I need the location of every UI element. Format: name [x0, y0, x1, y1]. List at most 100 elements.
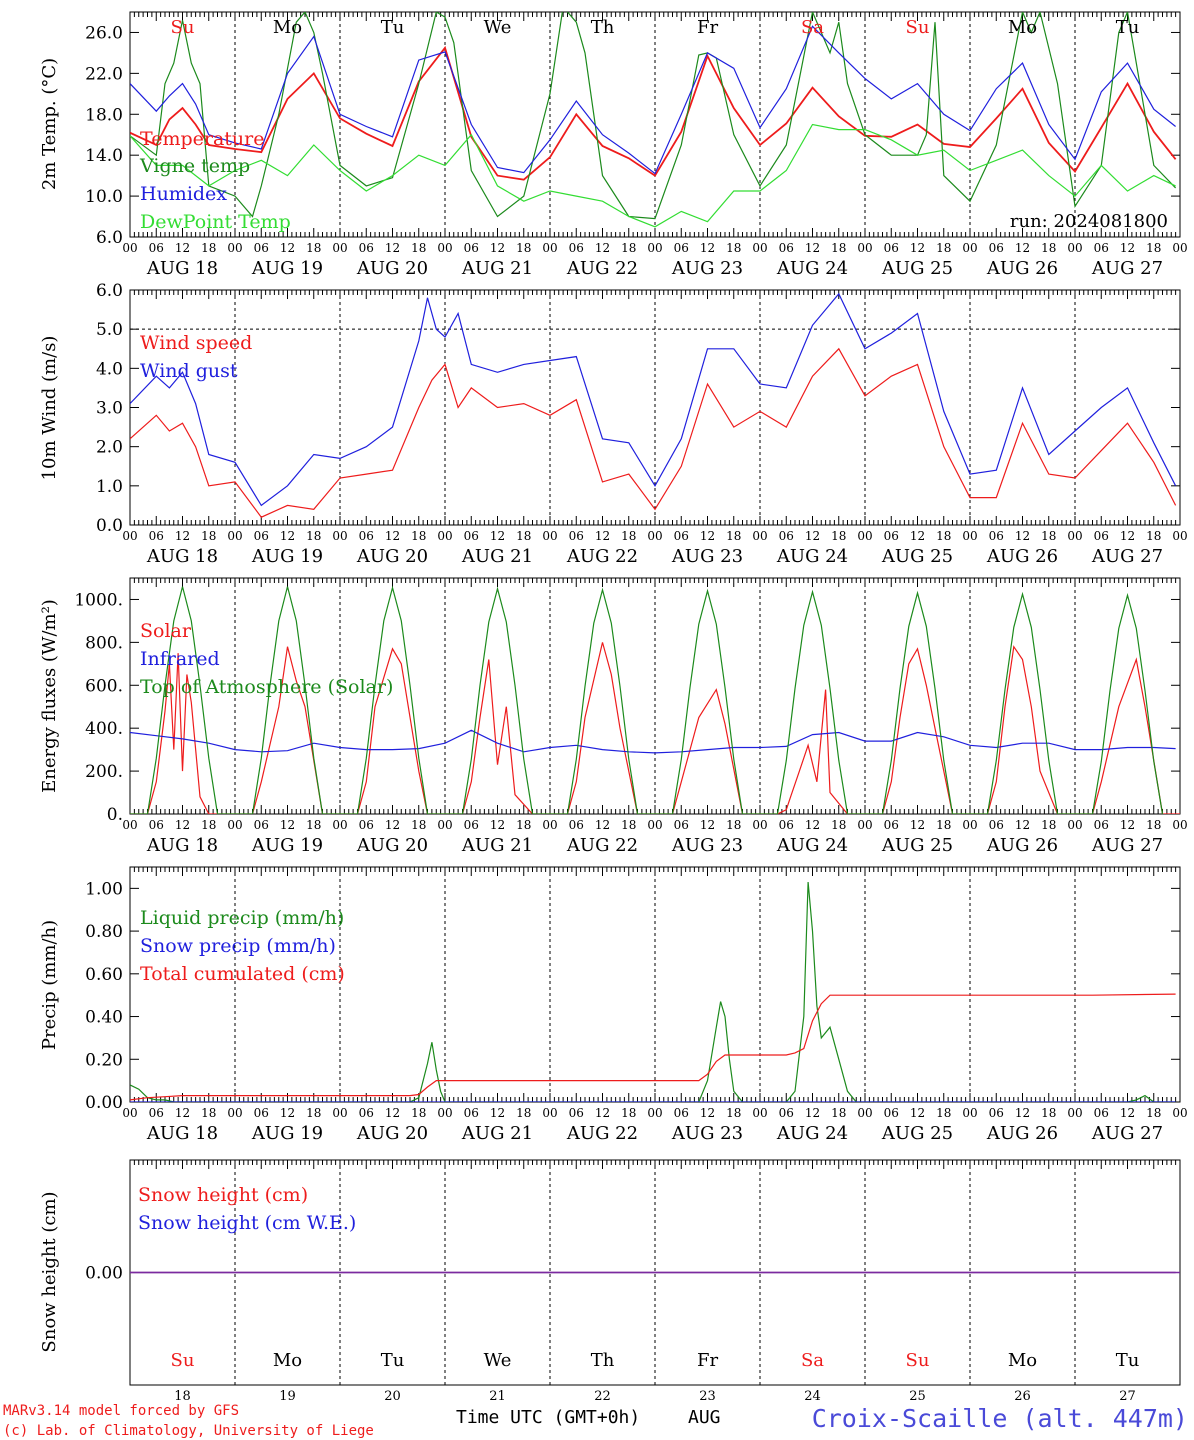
x-hour-label: 18 [201, 241, 216, 255]
x-hour-label: 00 [752, 529, 767, 543]
legend-entry: Wind speed [140, 332, 252, 354]
x-hour-label: 00 [647, 241, 662, 255]
x-hour-label: 00 [647, 1106, 662, 1120]
x-hour-label: 18 [936, 818, 951, 832]
x-day-label: AUG 23 [671, 258, 743, 279]
x-hour-label: 12 [700, 1106, 715, 1120]
x-hour-label: 12 [805, 818, 820, 832]
x-hour-label: 00 [122, 529, 137, 543]
weekday-label: Mo [273, 17, 302, 38]
x-hour-label: 12 [280, 529, 295, 543]
x-hour-label: 18 [201, 529, 216, 543]
meteogram-panels: 6.0 10.0 14.0 18.0 22.0 26.0 2m Temp. (°C) 00 06… [39, 11, 1188, 1404]
x-hour-label: 00 [1067, 529, 1082, 543]
y-axis-label: Precip (mm/h) [39, 920, 60, 1050]
x-hour-label: 12 [595, 818, 610, 832]
x-hour-label: 00 [542, 818, 557, 832]
x-hour-label: 00 [1067, 818, 1082, 832]
wind-panel: 0.0 1.0 2.0 3.0 4.0 5.0 6.0 10m Wind (m/s) 00 06 1… [39, 281, 1188, 567]
weekday-label: Su [906, 17, 930, 38]
x-day-label: AUG 23 [671, 835, 743, 856]
x-hour-label: 06 [1094, 241, 1109, 255]
x-hour-label: 06 [989, 1106, 1004, 1120]
x-hour-label: 00 [962, 241, 977, 255]
y-tick-label: 600. [85, 676, 123, 696]
x-hour-label: 12 [700, 529, 715, 543]
x-day-number: 26 [1014, 1389, 1031, 1404]
x-hour-label: 06 [254, 818, 269, 832]
x-day-label: AUG 20 [356, 546, 428, 567]
x-hour-label: 12 [280, 241, 295, 255]
x-day-label: AUG 24 [776, 546, 848, 567]
weekday-label: Sa [801, 17, 824, 38]
x-hour-label: 18 [621, 529, 636, 543]
x-hour-label: 00 [227, 1106, 242, 1120]
legend-entry: Top of Atmosphere (Solar) [140, 676, 393, 698]
x-hour-label: 06 [884, 529, 899, 543]
x-hour-label: 06 [674, 818, 689, 832]
x-day-number: 19 [279, 1389, 296, 1404]
x-hour-label: 12 [595, 1106, 610, 1120]
y-tick-label: 0.80 [85, 922, 123, 942]
x-hour-label: 18 [726, 1106, 741, 1120]
x-day-label: AUG 24 [776, 835, 848, 856]
x-hour-label: 12 [385, 1106, 400, 1120]
series-line-top-of-atmosphere-solar- [130, 585, 1164, 814]
x-hour-label: 12 [490, 241, 505, 255]
series-line-liquid-precip-mm-h- [130, 881, 1176, 1102]
x-day-label: AUG 27 [1091, 1123, 1163, 1144]
x-hour-label: 06 [569, 1106, 584, 1120]
x-hour-label: 00 [1067, 1106, 1082, 1120]
x-hour-label: 12 [1015, 818, 1030, 832]
x-hour-label: 00 [332, 241, 347, 255]
x-day-number: 27 [1119, 1389, 1136, 1404]
x-hour-label: 06 [569, 529, 584, 543]
x-day-number: 25 [909, 1389, 926, 1404]
x-hour-label: 00 [227, 818, 242, 832]
x-hour-label: 00 [122, 818, 137, 832]
weekday-label: Su [171, 1350, 195, 1371]
station-title: Croix-Scaille (alt. 447m) [812, 1404, 1188, 1433]
x-day-label: AUG 21 [461, 258, 533, 279]
x-hour-label: 12 [385, 241, 400, 255]
y-axis-label: Energy fluxes (W/m²) [39, 599, 60, 793]
x-hour-label: 12 [175, 529, 190, 543]
x-hour-label: 06 [149, 1106, 164, 1120]
x-day-number: 24 [804, 1389, 821, 1404]
x-hour-label: 18 [306, 241, 321, 255]
y-axis-label: 2m Temp. (°C) [39, 58, 60, 190]
x-hour-label: 00 [332, 529, 347, 543]
y-tick-label: 6.0 [96, 281, 123, 301]
x-hour-label: 06 [989, 818, 1004, 832]
y-tick-label: 14.0 [85, 146, 123, 166]
y-tick-label: 26.0 [85, 23, 123, 43]
series-line-vigne-temp [130, 12, 1177, 220]
x-hour-label: 18 [516, 241, 531, 255]
university-credit-line: (c) Lab. of Climatology, University of L… [3, 1423, 374, 1439]
y-tick-label: 10.0 [85, 187, 123, 207]
x-hour-label: 12 [280, 1106, 295, 1120]
x-hour-label: 00 [857, 241, 872, 255]
y-axis-label: 10m Wind (m/s) [39, 336, 60, 481]
x-hour-label: 12 [910, 241, 925, 255]
energy-panel: 0. 200. 400. 600. 800. 1000. Energy fluxes (W/… [39, 577, 1188, 856]
x-hour-label: 06 [989, 241, 1004, 255]
x-day-label: AUG 22 [566, 258, 638, 279]
x-hour-label: 06 [464, 529, 479, 543]
x-day-label: AUG 27 [1091, 835, 1163, 856]
x-hour-label: 18 [936, 529, 951, 543]
x-hour-label: 18 [201, 818, 216, 832]
x-hour-label: 00 [1172, 1106, 1187, 1120]
x-hour-label: 06 [1094, 1106, 1109, 1120]
x-hour-label: 06 [674, 241, 689, 255]
x-hour-label: 00 [752, 818, 767, 832]
x-day-label: AUG 21 [461, 546, 533, 567]
x-hour-label: 12 [490, 529, 505, 543]
x-hour-label: 00 [1067, 241, 1082, 255]
x-hour-label: 12 [805, 1106, 820, 1120]
x-hour-label: 06 [779, 241, 794, 255]
x-hour-label: 00 [962, 1106, 977, 1120]
y-tick-label: 0.00 [85, 1093, 123, 1113]
x-day-label: AUG 20 [356, 1123, 428, 1144]
